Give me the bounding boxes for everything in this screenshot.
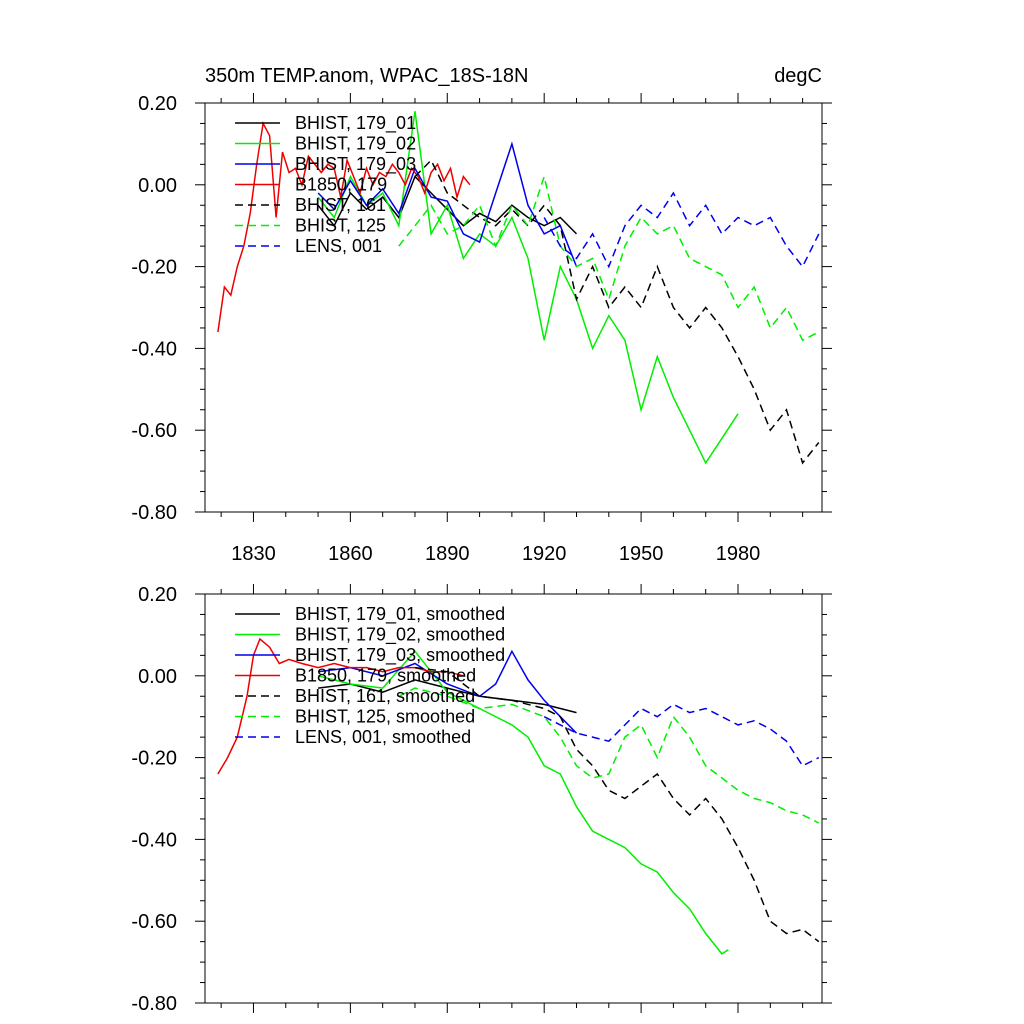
x-tick-label: 1890 — [425, 543, 470, 565]
legend-label: BHIST, 161, smoothed — [295, 686, 475, 706]
series-line — [414, 159, 820, 465]
series-line — [318, 679, 577, 714]
x-tick-label: 1950 — [619, 543, 664, 565]
legend-label: LENS, 001 — [295, 236, 382, 256]
series-line — [317, 175, 578, 235]
series-line — [414, 666, 820, 943]
series-line — [543, 191, 820, 269]
legend-label: BHIST, 179_03, smoothed — [295, 645, 505, 666]
y-tick-label: -0.80 — [131, 993, 177, 1015]
units-label: degC — [774, 65, 822, 87]
y-tick-label: -0.60 — [131, 420, 177, 442]
y-tick-label: -0.20 — [131, 748, 177, 770]
legend-label: B1850, 179 — [295, 175, 387, 195]
series-line — [317, 141, 578, 267]
series-line — [543, 703, 820, 767]
y-tick-label: 0.20 — [138, 93, 177, 115]
legend-label: BHIST, 125 — [295, 216, 386, 236]
legend-label: BHIST, 125, smoothed — [295, 707, 475, 727]
y-tick-label: -0.60 — [131, 911, 177, 933]
y-tick-label: 0.00 — [138, 175, 177, 197]
y-tick-label: -0.40 — [131, 829, 177, 851]
chart-title: 350m TEMP.anom, WPAC_18S-18N — [205, 65, 528, 87]
legend-label: BHIST, 179_02 — [295, 134, 416, 155]
series-line — [317, 650, 729, 955]
y-tick-label: 0.20 — [138, 584, 177, 606]
y-tick-label: -0.20 — [131, 257, 177, 279]
y-tick-label: -0.80 — [131, 502, 177, 524]
legend-label: B1850, 179, smoothed — [295, 666, 476, 686]
legend-label: BHIST, 161 — [295, 195, 386, 215]
legend-label: BHIST, 179_03 — [295, 154, 416, 175]
y-tick-label: -0.40 — [131, 338, 177, 360]
legend-label: BHIST, 179_01, smoothed — [295, 604, 505, 625]
series-line — [398, 687, 820, 824]
series-line — [318, 649, 578, 734]
series-line — [398, 173, 820, 342]
legend-label: BHIST, 179_01 — [295, 113, 416, 134]
x-tick-label: 1830 — [231, 543, 276, 565]
x-tick-label: 1860 — [328, 543, 373, 565]
x-tick-label: 1980 — [716, 543, 761, 565]
legend-label: BHIST, 179_02, smoothed — [295, 625, 505, 646]
x-tick-label: 1920 — [522, 543, 567, 565]
series-line — [317, 111, 739, 465]
series-line — [217, 637, 464, 775]
y-tick-label: 0.00 — [138, 666, 177, 688]
legend-label: LENS, 001, smoothed — [295, 727, 471, 747]
